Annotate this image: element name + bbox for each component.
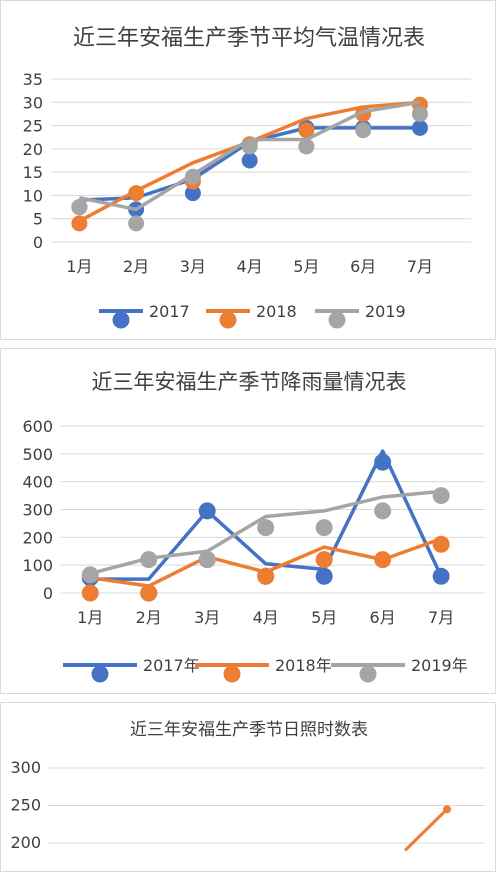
legend-label: 2019: [365, 302, 406, 321]
legend-label: 2018年: [275, 656, 332, 675]
y-tick-label: 500: [22, 445, 53, 464]
x-tick-label: 6月: [370, 608, 396, 627]
sunshine-chart-panel: 近三年安福生产季节日照时数表 200 250 300: [0, 702, 496, 872]
data-point: [374, 551, 392, 569]
data-point: [374, 502, 392, 520]
chart-title: 近三年安福生产季节平均气温情况表: [73, 26, 425, 51]
data-point: [257, 519, 275, 537]
legend-marker: [91, 665, 109, 683]
y-tick-label: 600: [22, 417, 53, 436]
x-tick-label: 4月: [237, 257, 263, 276]
rainfall-chart: 近三年安福生产季节降雨量情况表 0 100 200 300 400 500 600 1月 2月 3…: [22, 370, 485, 683]
y-tick-label: 250: [10, 796, 41, 815]
legend-marker: [359, 665, 377, 683]
chart-title: 近三年安福生产季节降雨量情况表: [92, 370, 407, 394]
y-tick-label: 300: [10, 758, 41, 777]
data-point: [128, 185, 145, 202]
y-tick-label: 0: [33, 233, 43, 252]
data-point: [432, 567, 450, 585]
y-tick-label: 200: [10, 833, 41, 852]
x-tick-label: 2月: [123, 257, 149, 276]
rainfall-chart-panel: 近三年安福生产季节降雨量情况表 0 100 200 300 400 500 600 1月 2月 3…: [0, 348, 496, 694]
data-point: [257, 567, 275, 585]
series-line: [90, 449, 443, 581]
data-point: [374, 453, 392, 471]
data-point: [241, 152, 258, 169]
y-tick-label: 200: [22, 528, 53, 547]
x-tick-label: 7月: [428, 608, 454, 627]
x-tick-label: 1月: [77, 608, 103, 627]
data-point: [71, 215, 88, 232]
data-point: [411, 105, 428, 122]
data-point: [184, 185, 201, 202]
y-tick-label: 0: [43, 584, 53, 603]
series-line: [403, 808, 449, 852]
legend-label: 2019年: [411, 656, 468, 675]
temperature-chart-panel: 近三年安福生产季节平均气温情况表 0 5 10 15 20 25 30 35 1月 2月 3月 4月 5…: [0, 0, 496, 340]
y-tick-label: 5: [33, 210, 43, 229]
y-tick-label: 10: [23, 186, 43, 205]
data-point: [81, 584, 99, 602]
data-point: [128, 215, 145, 232]
x-tick-label: 7月: [407, 257, 433, 276]
data-point: [411, 119, 428, 136]
legend-label: 2018: [256, 302, 297, 321]
legend-marker: [223, 665, 241, 683]
data-point: [432, 535, 450, 553]
data-point: [443, 805, 451, 814]
data-point: [315, 519, 333, 537]
x-tick-label: 5月: [311, 608, 337, 627]
data-point: [355, 122, 372, 139]
y-tick-label: 20: [23, 140, 43, 159]
legend-marker: [219, 311, 237, 329]
y-tick-label: 25: [23, 117, 43, 136]
data-point: [198, 551, 216, 569]
x-tick-label: 6月: [350, 257, 376, 276]
x-tick-label: 2月: [136, 608, 162, 627]
temperature-chart: 近三年安福生产季节平均气温情况表 0 5 10 15 20 25 30 35 1月 2月 3月 4月 5…: [23, 26, 471, 329]
y-tick-label: 300: [22, 501, 53, 520]
data-point: [71, 199, 88, 216]
x-tick-label: 1月: [66, 257, 92, 276]
data-point: [140, 584, 158, 602]
data-point: [298, 122, 315, 139]
x-tick-label: 3月: [194, 608, 220, 627]
y-tick-label: 35: [23, 70, 43, 89]
y-tick-label: 400: [22, 473, 53, 492]
data-point: [81, 566, 99, 584]
legend-label: 2017年: [143, 656, 200, 675]
legend-marker: [328, 311, 346, 329]
data-point: [298, 138, 315, 155]
data-point: [315, 567, 333, 585]
data-point: [315, 551, 333, 569]
y-tick-label: 100: [22, 556, 53, 575]
data-point: [432, 487, 450, 505]
x-tick-label: 3月: [180, 257, 206, 276]
chart-title: 近三年安福生产季节日照时数表: [130, 720, 368, 740]
sunshine-chart: 近三年安福生产季节日照时数表 200 250 300: [10, 720, 485, 852]
x-tick-label: 5月: [293, 257, 319, 276]
y-tick-label: 30: [23, 93, 43, 112]
legend-marker: [112, 311, 130, 329]
legend-label: 2017: [149, 302, 190, 321]
data-point: [184, 168, 201, 185]
data-point: [198, 502, 216, 520]
data-point: [241, 138, 258, 155]
y-tick-label: 15: [23, 163, 43, 182]
x-tick-label: 4月: [253, 608, 279, 627]
data-point: [140, 551, 158, 569]
